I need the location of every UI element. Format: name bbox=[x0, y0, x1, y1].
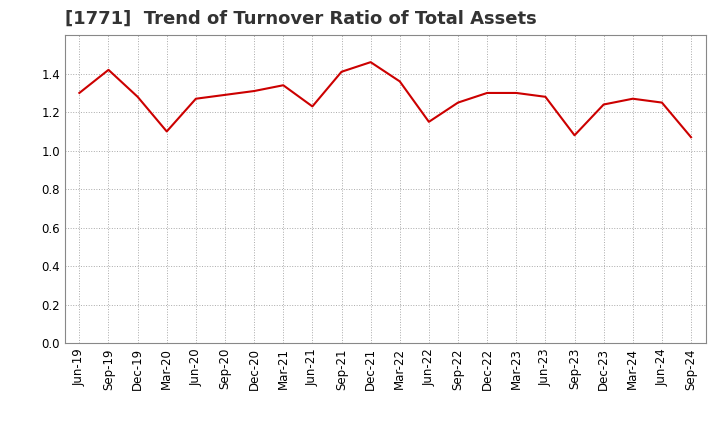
Text: [1771]  Trend of Turnover Ratio of Total Assets: [1771] Trend of Turnover Ratio of Total … bbox=[65, 10, 536, 28]
